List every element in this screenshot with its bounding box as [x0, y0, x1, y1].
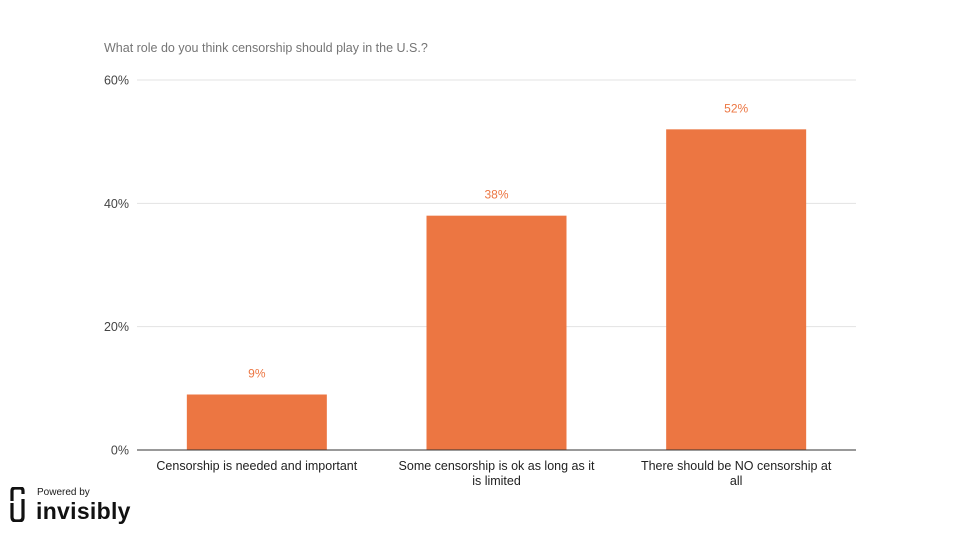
powered-by-label: Powered by — [37, 487, 90, 498]
x-tick-label: all — [730, 474, 743, 488]
data-label: 9% — [248, 367, 266, 381]
x-tick-label: Censorship is needed and important — [156, 459, 357, 473]
x-tick-label: There should be NO censorship at — [641, 459, 832, 473]
x-tick-label: Some censorship is ok as long as it — [399, 459, 595, 473]
data-label: 52% — [724, 101, 748, 115]
bar — [426, 215, 567, 450]
invisibly-logo-icon — [10, 487, 25, 522]
x-tick-label: is limited — [472, 474, 521, 488]
y-tick-label: 0% — [111, 444, 129, 458]
data-labels: 9% 38% 52% — [248, 101, 748, 380]
bar — [666, 129, 807, 451]
y-axis: 0% 20% 40% 60% — [104, 74, 129, 458]
y-tick-label: 20% — [104, 320, 129, 334]
bars — [186, 129, 807, 451]
data-label: 38% — [484, 188, 508, 202]
y-tick-label: 60% — [104, 74, 129, 88]
y-tick-label: 40% — [104, 197, 129, 211]
chart-title: What role do you think censorship should… — [104, 41, 428, 55]
bar — [186, 394, 327, 450]
branding: Powered by invisibly — [10, 486, 140, 528]
x-axis: Censorship is needed and important Some c… — [137, 449, 856, 488]
brand-name: invisibly — [36, 498, 131, 524]
